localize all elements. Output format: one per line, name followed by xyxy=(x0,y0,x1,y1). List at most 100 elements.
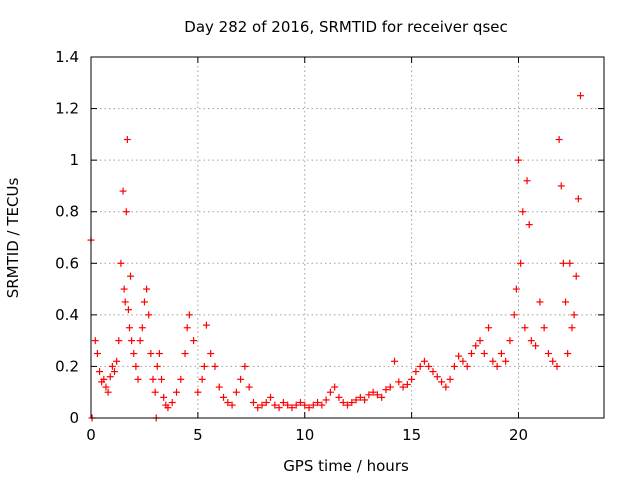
data-point xyxy=(153,362,161,370)
data-point xyxy=(564,350,572,358)
data-point xyxy=(96,368,104,376)
data-point xyxy=(102,383,110,391)
x-tick-label: 0 xyxy=(86,426,96,444)
data-point xyxy=(267,393,275,401)
data-point xyxy=(151,388,159,396)
data-point xyxy=(220,393,228,401)
data-point xyxy=(288,404,296,412)
data-point xyxy=(190,337,198,345)
data-point xyxy=(549,357,557,365)
data-point xyxy=(237,375,245,383)
data-point xyxy=(177,375,185,383)
data-point xyxy=(284,401,292,409)
data-point xyxy=(181,350,189,358)
y-tick-label: 1.4 xyxy=(55,48,79,66)
data-point xyxy=(124,306,132,314)
data-point xyxy=(149,375,157,383)
plot-frame xyxy=(90,56,605,419)
data-point xyxy=(356,393,364,401)
y-tick-label: 0 xyxy=(69,409,79,427)
data-point xyxy=(140,298,148,306)
data-point xyxy=(572,272,580,280)
data-point xyxy=(138,324,146,332)
data-point xyxy=(459,357,467,365)
data-point xyxy=(369,388,377,396)
data-point xyxy=(476,337,484,345)
data-point xyxy=(127,272,135,280)
data-point xyxy=(525,221,533,229)
data-point xyxy=(519,208,527,216)
data-point xyxy=(506,337,514,345)
data-point xyxy=(113,357,121,365)
data-point xyxy=(155,350,163,358)
y-tick-label: 0.2 xyxy=(55,357,79,375)
data-point xyxy=(450,362,458,370)
data-point xyxy=(429,368,437,376)
data-point xyxy=(130,350,138,358)
data-point xyxy=(378,393,386,401)
data-point xyxy=(123,136,131,144)
data-point xyxy=(296,399,304,407)
data-point xyxy=(158,375,166,383)
data-point xyxy=(331,383,339,391)
data-point xyxy=(472,342,480,350)
data-point xyxy=(433,373,441,381)
data-point xyxy=(566,259,574,267)
axis-ticks: 0 5 10 15 20 0 0.2 0.4 0.6 0.8 1 1.2 1.4 xyxy=(55,48,604,444)
data-point xyxy=(532,342,540,350)
data-point xyxy=(91,337,99,345)
data-point xyxy=(292,401,300,409)
data-point xyxy=(279,399,287,407)
data-point xyxy=(497,350,505,358)
data-point xyxy=(160,393,168,401)
data-point xyxy=(408,375,416,383)
y-axis-label: SRMTID / TECUs xyxy=(4,178,22,299)
data-point xyxy=(200,362,208,370)
data-point xyxy=(121,298,129,306)
y-tick-label: 1 xyxy=(69,151,79,169)
x-tick-label: 5 xyxy=(193,426,203,444)
y-tick-label: 0.8 xyxy=(55,203,79,221)
data-point xyxy=(262,399,270,407)
x-tick-label: 20 xyxy=(509,426,528,444)
data-point xyxy=(224,399,232,407)
data-point xyxy=(232,388,240,396)
data-point xyxy=(455,352,463,360)
data-point xyxy=(553,362,561,370)
data-point xyxy=(249,399,257,407)
data-point xyxy=(395,378,403,386)
data-point xyxy=(134,375,142,383)
y-tick-label: 0.4 xyxy=(55,306,79,324)
data-point xyxy=(115,337,123,345)
data-point xyxy=(559,259,567,267)
y-tick-label: 0.6 xyxy=(55,254,79,272)
data-point xyxy=(544,350,552,358)
data-point xyxy=(305,404,313,412)
data-point xyxy=(326,388,334,396)
data-point xyxy=(309,401,317,409)
data-point xyxy=(382,386,390,394)
data-point xyxy=(562,298,570,306)
data-point xyxy=(463,362,471,370)
data-point xyxy=(215,383,223,391)
data-point xyxy=(258,401,266,409)
data-point xyxy=(125,324,133,332)
data-point xyxy=(100,375,108,383)
data-point xyxy=(521,324,529,332)
data-point xyxy=(211,362,219,370)
data-point xyxy=(314,399,322,407)
data-marks xyxy=(87,92,584,422)
data-point xyxy=(536,298,544,306)
data-point xyxy=(93,350,101,358)
data-point xyxy=(574,195,582,203)
data-point xyxy=(493,362,501,370)
data-point xyxy=(420,357,428,365)
data-point xyxy=(104,388,112,396)
data-point xyxy=(348,399,356,407)
data-point xyxy=(228,401,236,409)
data-point xyxy=(322,396,330,404)
data-point xyxy=(147,350,155,358)
data-point xyxy=(136,337,144,345)
data-point xyxy=(145,311,153,319)
data-point xyxy=(386,383,394,391)
